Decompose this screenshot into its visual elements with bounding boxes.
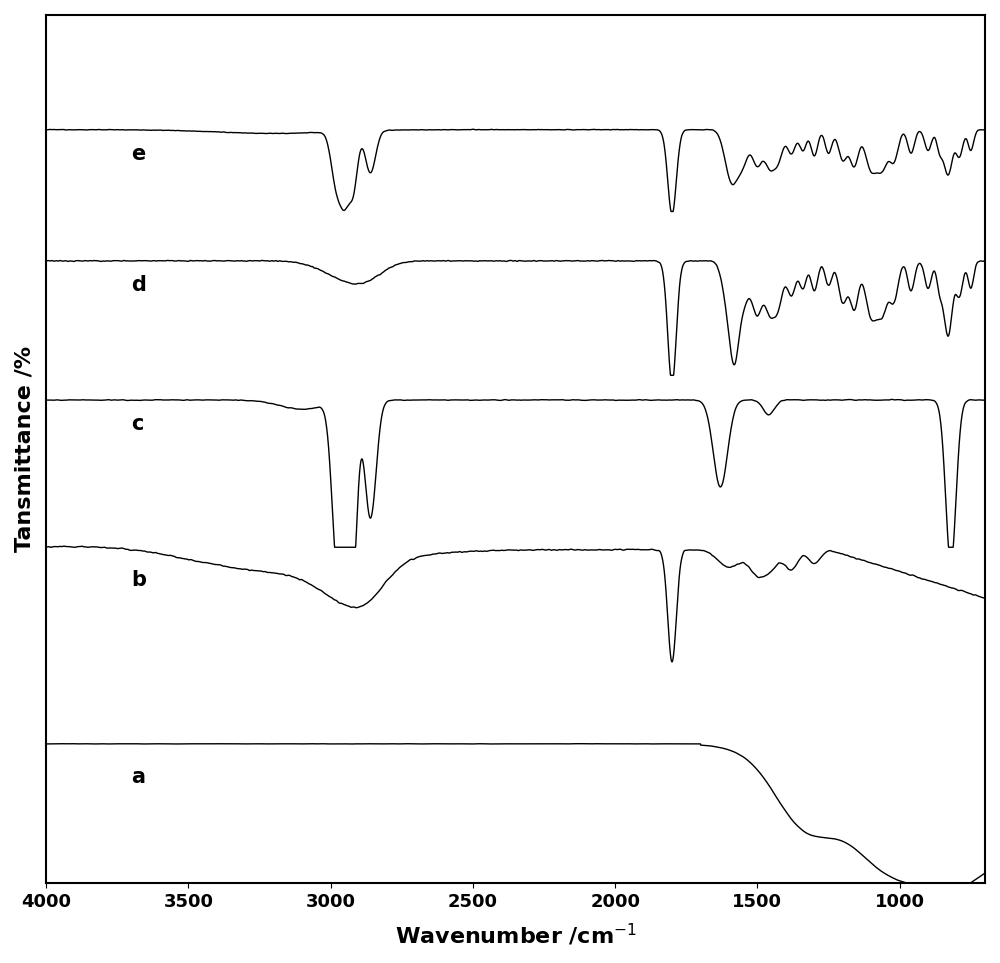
X-axis label: Wavenumber /cm$^{-1}$: Wavenumber /cm$^{-1}$	[395, 922, 636, 948]
Text: a: a	[131, 767, 145, 787]
Text: c: c	[131, 414, 144, 434]
Text: d: d	[131, 275, 146, 296]
Text: b: b	[131, 570, 146, 590]
Y-axis label: Tansmittance /%: Tansmittance /%	[15, 346, 35, 552]
Text: e: e	[131, 144, 146, 165]
